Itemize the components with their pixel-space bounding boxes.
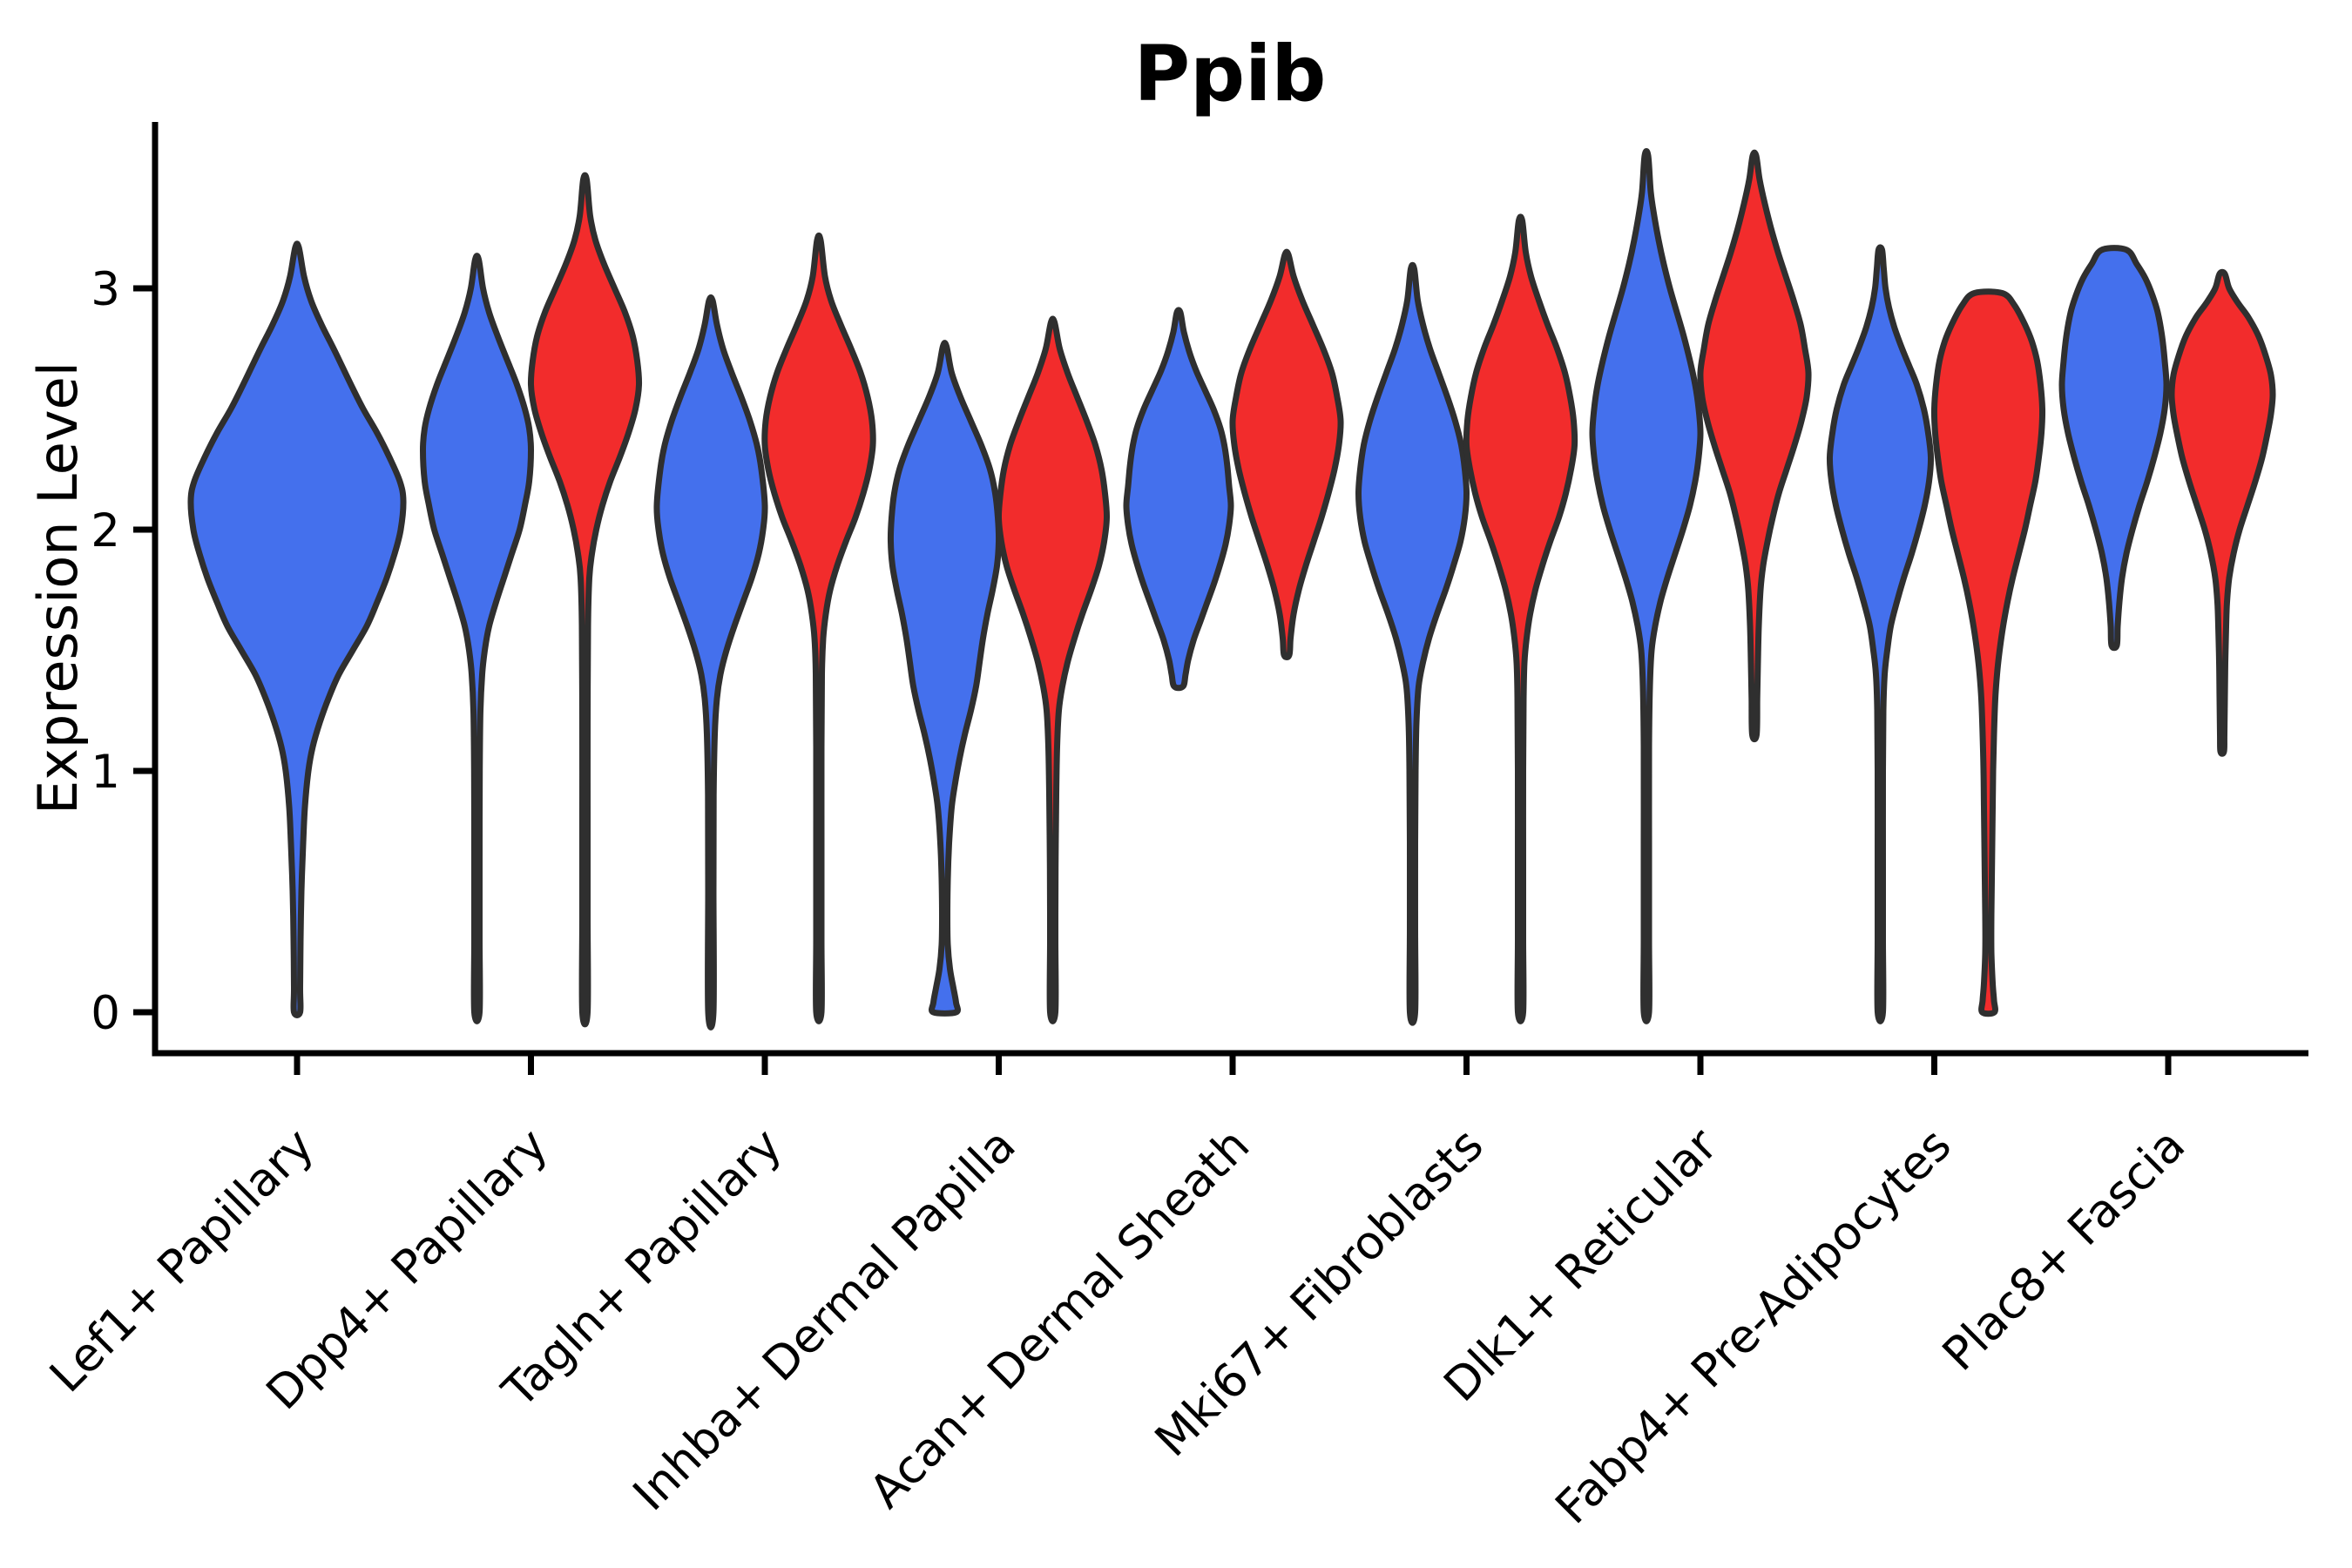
violin-dpp4-papillary-red <box>527 172 643 1028</box>
y-ticks-layer: 0 1 2 3 <box>91 263 155 1040</box>
violin-fabp4-pre-adipocytes-red <box>1930 288 2046 1017</box>
y-tick-label-3: 3 <box>91 263 120 316</box>
violin-lef1-papillary-blue <box>187 240 407 1018</box>
violin-inhba-dermal-papilla-blue <box>887 340 1003 1017</box>
y-tick-label-2: 2 <box>91 504 120 558</box>
violin-dpp4-papillary-blue <box>420 253 534 1024</box>
violin-acan-dermal-sheath-blue <box>1123 307 1234 692</box>
violin-mki67-fibroblasts-blue <box>1355 261 1470 1026</box>
x-tick-label-acan-dermal-sheath: Acan+ Dermal Sheath <box>860 1119 1260 1518</box>
violins-layer <box>187 147 2276 1031</box>
violin-tagln-papillary-red <box>761 232 876 1024</box>
chart-title: Ppib <box>1134 29 1327 118</box>
violin-acan-dermal-sheath-red <box>1229 248 1344 660</box>
violin-dlk1-reticular-blue <box>1589 147 1704 1024</box>
x-tick-label-fabp4-pre-adipocytes: Fabp4+ Pre-Adipocytes <box>1545 1119 1961 1534</box>
x-tick-label-plac8-fascia: Plac8+ Fascia <box>1933 1119 2195 1381</box>
violin-plac8-fascia-red <box>2168 268 2276 757</box>
violin-plac8-fascia-blue <box>2058 245 2170 652</box>
violin-dlk1-reticular-red <box>1697 149 1812 743</box>
y-axis-label: Expression Level <box>26 362 90 814</box>
violin-inhba-dermal-papilla-red <box>995 315 1111 1024</box>
y-tick-label-0: 0 <box>91 987 120 1040</box>
x-tick-label-inhba-dermal-papilla: Inhba+ Dermal Papilla <box>624 1119 1026 1521</box>
violin-mki67-fibroblasts-red <box>1463 213 1578 1024</box>
violin-fabp4-pre-adipocytes-blue <box>1826 244 1935 1024</box>
y-tick-label-1: 1 <box>91 746 120 799</box>
violin-tagln-papillary-blue <box>653 294 768 1031</box>
